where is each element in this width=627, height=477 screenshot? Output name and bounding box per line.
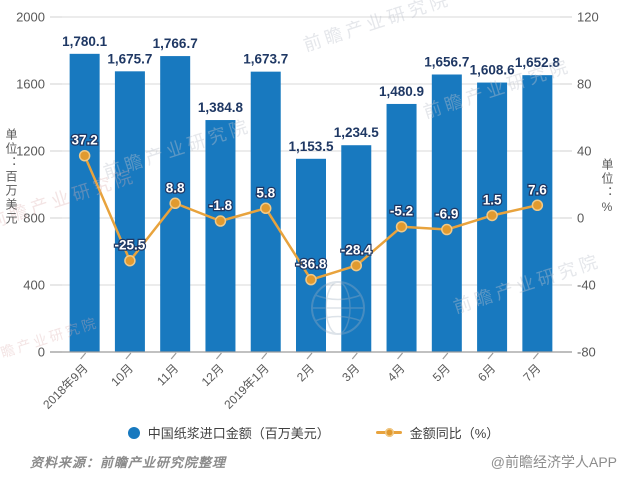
x-axis-tick xyxy=(80,352,87,360)
x-axis-tick xyxy=(487,352,494,360)
x-axis-label: 11月 xyxy=(154,361,181,388)
x-axis-tick xyxy=(261,352,268,360)
line-value-label: -1.8 xyxy=(209,198,233,213)
bar xyxy=(205,120,236,353)
right-axis-tick-label: 40 xyxy=(577,144,591,159)
left-axis-tick-label: 400 xyxy=(23,278,45,293)
line-point xyxy=(486,209,498,222)
bar-value-label: 1,780.1 xyxy=(62,34,108,49)
legend-label-import-value: 中国纸浆进口金额（百万美元） xyxy=(147,426,330,441)
left-axis-tick-label: 2000 xyxy=(16,10,45,25)
left-axis-tick-label: 1600 xyxy=(16,77,45,92)
line-point xyxy=(441,223,453,236)
line-value-label: -28.4 xyxy=(341,243,372,258)
bar-value-label: 1,608.6 xyxy=(470,63,516,78)
bar xyxy=(114,71,145,352)
line-value-label: 7.6 xyxy=(528,182,547,197)
line-point xyxy=(305,273,317,286)
legend-label-yoy: 金额同比（%） xyxy=(409,426,500,441)
bar-value-label: 1,480.9 xyxy=(379,84,424,99)
legend-item-import-value: 中国纸浆进口金额（百万美元） xyxy=(127,423,330,442)
x-axis-label: 2019年1月 xyxy=(221,361,271,411)
x-axis-tick xyxy=(442,352,449,360)
x-axis-label: 4月 xyxy=(385,361,408,384)
x-axis-tick xyxy=(306,352,313,360)
x-axis-label: 3月 xyxy=(339,361,362,384)
line-value-label: -25.5 xyxy=(115,238,146,253)
line-point xyxy=(214,215,227,227)
x-axis-label: 2018年9月 xyxy=(40,361,90,411)
line-value-label: 37.2 xyxy=(71,133,97,148)
legend: 中国纸浆进口金额（百万美元） 金额同比（%） xyxy=(0,423,627,442)
legend-marker-line-dot-icon xyxy=(375,428,402,437)
x-axis-label: 2月 xyxy=(294,361,317,384)
x-axis-tick xyxy=(215,352,222,360)
x-axis-tick xyxy=(170,352,177,360)
x-axis-label: 10月 xyxy=(108,361,136,389)
line-point xyxy=(259,202,272,215)
x-axis-tick xyxy=(532,352,539,360)
left-axis-tick-label: 1200 xyxy=(16,144,45,159)
legend-marker-circle-icon xyxy=(127,426,140,439)
line-value-label: -6.9 xyxy=(435,207,458,222)
legend-item-yoy: 金额同比（%） xyxy=(375,423,500,442)
bar-value-label: 1,234.5 xyxy=(334,125,380,140)
x-axis-tick xyxy=(397,352,404,360)
line-value-label: -5.2 xyxy=(390,204,413,219)
line-value-label: -36.8 xyxy=(296,257,327,272)
bar-value-label: 1,675.7 xyxy=(107,51,152,66)
right-axis-tick-label: 120 xyxy=(577,10,599,25)
bar xyxy=(296,158,326,352)
x-axis-label: 12月 xyxy=(199,361,227,389)
x-axis-tick xyxy=(351,352,358,360)
line-point xyxy=(78,149,91,162)
bar-value-label: 1,673.7 xyxy=(243,52,288,67)
bar xyxy=(522,75,553,352)
line-point xyxy=(531,199,544,212)
left-axis-tick-label: 0 xyxy=(38,345,45,360)
x-axis-label: 5月 xyxy=(430,361,453,384)
bar xyxy=(341,145,372,352)
left-axis-tick-label: 800 xyxy=(23,211,45,226)
bar-value-label: 1,766.7 xyxy=(153,36,198,51)
line-value-label: 8.8 xyxy=(166,180,185,195)
bar-value-label: 1,153.5 xyxy=(288,139,334,154)
right-axis-tick-label: -80 xyxy=(577,345,596,360)
credit-note: @前瞻经济学人APP xyxy=(490,454,617,470)
x-axis-tick xyxy=(125,352,132,360)
line-point xyxy=(350,259,363,272)
x-axis-label: 7月 xyxy=(520,361,543,384)
right-axis-tick-label: -40 xyxy=(577,278,596,293)
bar xyxy=(69,53,100,352)
line-value-label: 1.5 xyxy=(483,192,502,207)
line-point xyxy=(395,220,408,233)
bar xyxy=(431,74,462,352)
bar-value-label: 1,652.8 xyxy=(515,55,561,70)
chart-plot: 200016001200800400012080400-40-801,780.1… xyxy=(16,10,599,412)
line-value-label: 5.8 xyxy=(256,185,275,200)
line-point xyxy=(169,197,181,210)
right-axis-tick-label: 0 xyxy=(577,211,584,226)
left-axis-title: 单位：百万美元 xyxy=(4,128,18,226)
right-axis-title: 单位：% xyxy=(600,158,614,216)
x-axis-label: 6月 xyxy=(475,361,498,384)
source-note: 资料来源：前瞻产业研究院整理 xyxy=(30,455,227,470)
right-axis-tick-label: 80 xyxy=(577,77,591,92)
bar-value-label: 1,384.8 xyxy=(198,100,244,115)
line-point xyxy=(124,254,136,267)
bar-value-label: 1,656.7 xyxy=(424,55,469,70)
